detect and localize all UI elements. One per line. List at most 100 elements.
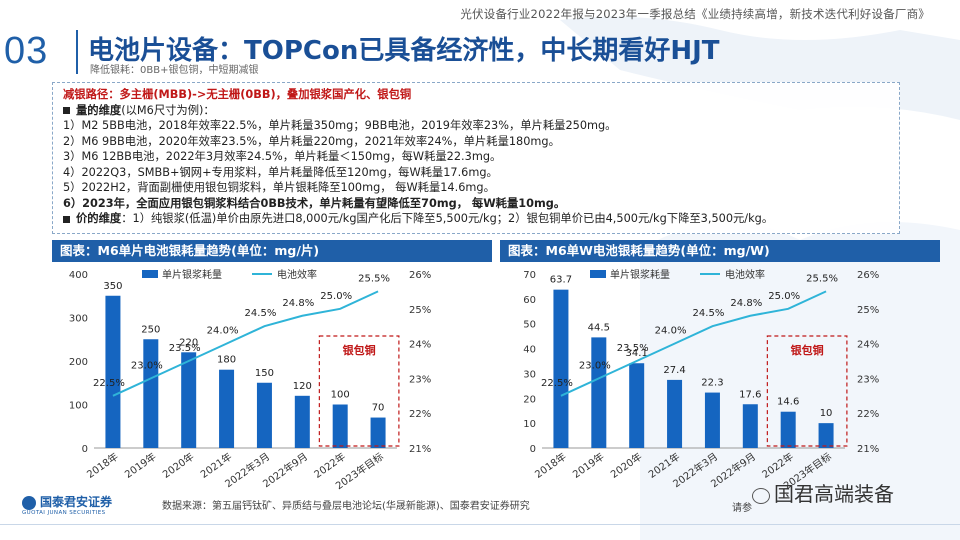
chart-panel-per-watt: 图表：M6单W电池银耗量趋势(单位：mg/W) 0 10 20 30 40 50 60 70 2… (500, 240, 940, 510)
y-tick-label: 200 (69, 357, 88, 368)
y-tick-label: 300 (69, 314, 88, 325)
bar (294, 395, 310, 448)
x-tick-label: 2020年 (608, 450, 644, 481)
x-tick-label: 2019年 (122, 450, 158, 481)
bar-value-label: 17.6 (739, 389, 761, 400)
legend-bar-swatch (590, 270, 606, 278)
legend-bar-label: 单片银浆耗量 (162, 268, 222, 281)
y2-tick-label: 24% (409, 340, 431, 351)
line-value-label: 23.5% (169, 343, 201, 354)
line-value-label: 25.5% (358, 273, 390, 284)
line-value-label: 22.5% (93, 378, 125, 389)
bar (219, 369, 235, 448)
bar-value-label: 44.5 (588, 322, 610, 333)
list-item-highlight: 6）2023年，全面应用银包铜浆料结合0BB技术，单片耗量有望降低至70mg， … (63, 196, 566, 210)
line-value-label: 24.8% (282, 298, 314, 309)
chart-title: 图表：M6单W电池银耗量趋势(单位：mg/W) (500, 240, 940, 262)
bar-value-label: 70 (372, 403, 385, 414)
legend-line-label: 电池效率 (277, 268, 317, 281)
line-value-label: 24.8% (730, 298, 762, 309)
bar-value-label: 180 (217, 355, 236, 366)
chart-panel-per-piece: 图表：M6单片电池银耗量趋势(单位：mg/片) 0 100 200 300 400 21%… (52, 240, 492, 510)
route-label: 减银路径：多主栅(MBB)->无主栅(0BB)，叠加银浆国产化、银包铜 (63, 88, 412, 101)
bar-value-label: 220 (179, 337, 198, 348)
bar-value-label: 350 (103, 281, 122, 292)
dim-label: 量的维度 (76, 103, 122, 117)
y2-tick-label: 22% (857, 409, 879, 420)
disclaimer-text: 请参 (732, 503, 752, 514)
legend-line-label: 电池效率 (725, 268, 765, 281)
price-label: 价的维度 (76, 212, 122, 225)
y-tick-label: 20 (523, 394, 536, 405)
watermark: 国君高端装备 (752, 478, 894, 507)
page-subtitle: 降低银耗：0BB+银包铜，中短期减银 (90, 65, 259, 76)
bullet-icon (63, 215, 70, 223)
y2-tick-label: 26% (857, 270, 879, 281)
bar (332, 404, 348, 448)
chart-per-piece: 0 100 200 300 400 21% 22% 23% 24% 25% 26% 单片银浆耗量 电池效… (69, 268, 431, 492)
legend-bar-swatch (142, 270, 158, 278)
line-value-label: 24.5% (693, 308, 725, 319)
bar (629, 363, 645, 448)
bar-value-label: 120 (293, 381, 312, 392)
bar (143, 339, 159, 448)
bar-value-label: 63.7 (550, 275, 572, 286)
y-tick-label: 0 (82, 444, 88, 455)
page-title: 电池片设备：TOPCon已具备经济性，中长期看好HJT (88, 36, 720, 66)
y-tick-label: 10 (523, 419, 536, 430)
y2-tick-label: 21% (857, 444, 879, 455)
bar (553, 289, 569, 448)
y-tick-label: 50 (523, 320, 536, 331)
logo-icon (22, 495, 36, 510)
list-item: 2）M6 9BB电池，2020年效率23.5%，单片耗量220mg，2021年效… (63, 134, 560, 148)
dim-heading: 量的维度(以M6尺寸为例)： (63, 103, 889, 119)
y2-tick-label: 26% (409, 270, 431, 281)
y2-tick-label: 23% (857, 374, 879, 385)
x-tick-label: 2021年 (646, 450, 682, 481)
chart-per-watt: 0 10 20 30 40 50 60 70 21% 22% 23% 24% 25% 26% 单片银浆耗量 电… (523, 268, 879, 492)
bar-value-label: 27.4 (663, 365, 685, 376)
dim-suffix: (以M6尺寸为例)： (121, 103, 215, 117)
legend-bar-label: 单片银浆耗量 (610, 268, 670, 281)
bar (704, 392, 720, 448)
y2-tick-label: 23% (409, 374, 431, 385)
line-value-label: 25.0% (768, 291, 800, 302)
list-item: 4）2022Q3，SMBB+钢网+专用浆料，单片耗量降低至120mg，每W耗量1… (63, 165, 498, 179)
x-tick-label: 2022年 (759, 450, 795, 481)
price-line: 价的维度：1）纯银浆(低温)单价由原先进口8,000元/kg国产化后下降至5,5… (63, 211, 889, 227)
annotation-label: 银包铜 (343, 343, 376, 357)
x-tick-label: 2021年 (198, 450, 234, 481)
report-title: 光伏设备行业2022年报与2023年一季报总结《业绩持续高增，新技术迭代利好设备… (460, 7, 930, 21)
x-tick-label: 2020年 (160, 450, 196, 481)
y-tick-label: 0 (530, 444, 536, 455)
section-divider (76, 30, 78, 74)
logo-english: GUOTAI JUNAN SECURITIES (22, 510, 106, 516)
y-tick-label: 60 (523, 295, 536, 306)
bar (256, 382, 272, 448)
annotation-label: 银包铜 (791, 343, 824, 357)
line-value-label: 25.5% (806, 273, 838, 284)
line-value-label: 23.0% (131, 360, 163, 371)
y-tick-label: 30 (523, 369, 536, 380)
bar-value-label: 34.1 (626, 348, 648, 359)
annotation-box (766, 335, 848, 447)
x-tick-label: 2019年 (570, 450, 606, 481)
y-tick-label: 100 (69, 401, 88, 412)
y2-tick-label: 25% (409, 305, 431, 316)
line-value-label: 23.5% (617, 343, 649, 354)
line-value-label: 24.5% (245, 308, 277, 319)
data-source: 数据来源：第五届钙钛矿、异质结与叠层电池论坛(华晟新能源)、国泰君安证券研究 (162, 501, 530, 512)
bar-value-label: 100 (331, 390, 350, 401)
list-item: 1）M2 5BB电池，2018年效率22.5%，单片耗量350mg；9BB电池，… (63, 119, 617, 132)
line-value-label: 23.0% (579, 360, 611, 371)
bar (370, 417, 386, 448)
footer-divider (0, 524, 960, 525)
x-tick-label: 2022年 (311, 450, 347, 481)
y-tick-label: 70 (523, 270, 536, 281)
list-item: 5）2022H2，背面副栅使用银包铜浆料，单片银耗降至100mg， 每W耗量14… (63, 181, 495, 194)
logo-text: 国泰君安证券 (40, 495, 113, 509)
y-tick-label: 40 (523, 345, 536, 356)
efficiency-line (112, 290, 379, 397)
bar (780, 411, 796, 448)
watermark-text: 国君高端装备 (774, 482, 894, 506)
